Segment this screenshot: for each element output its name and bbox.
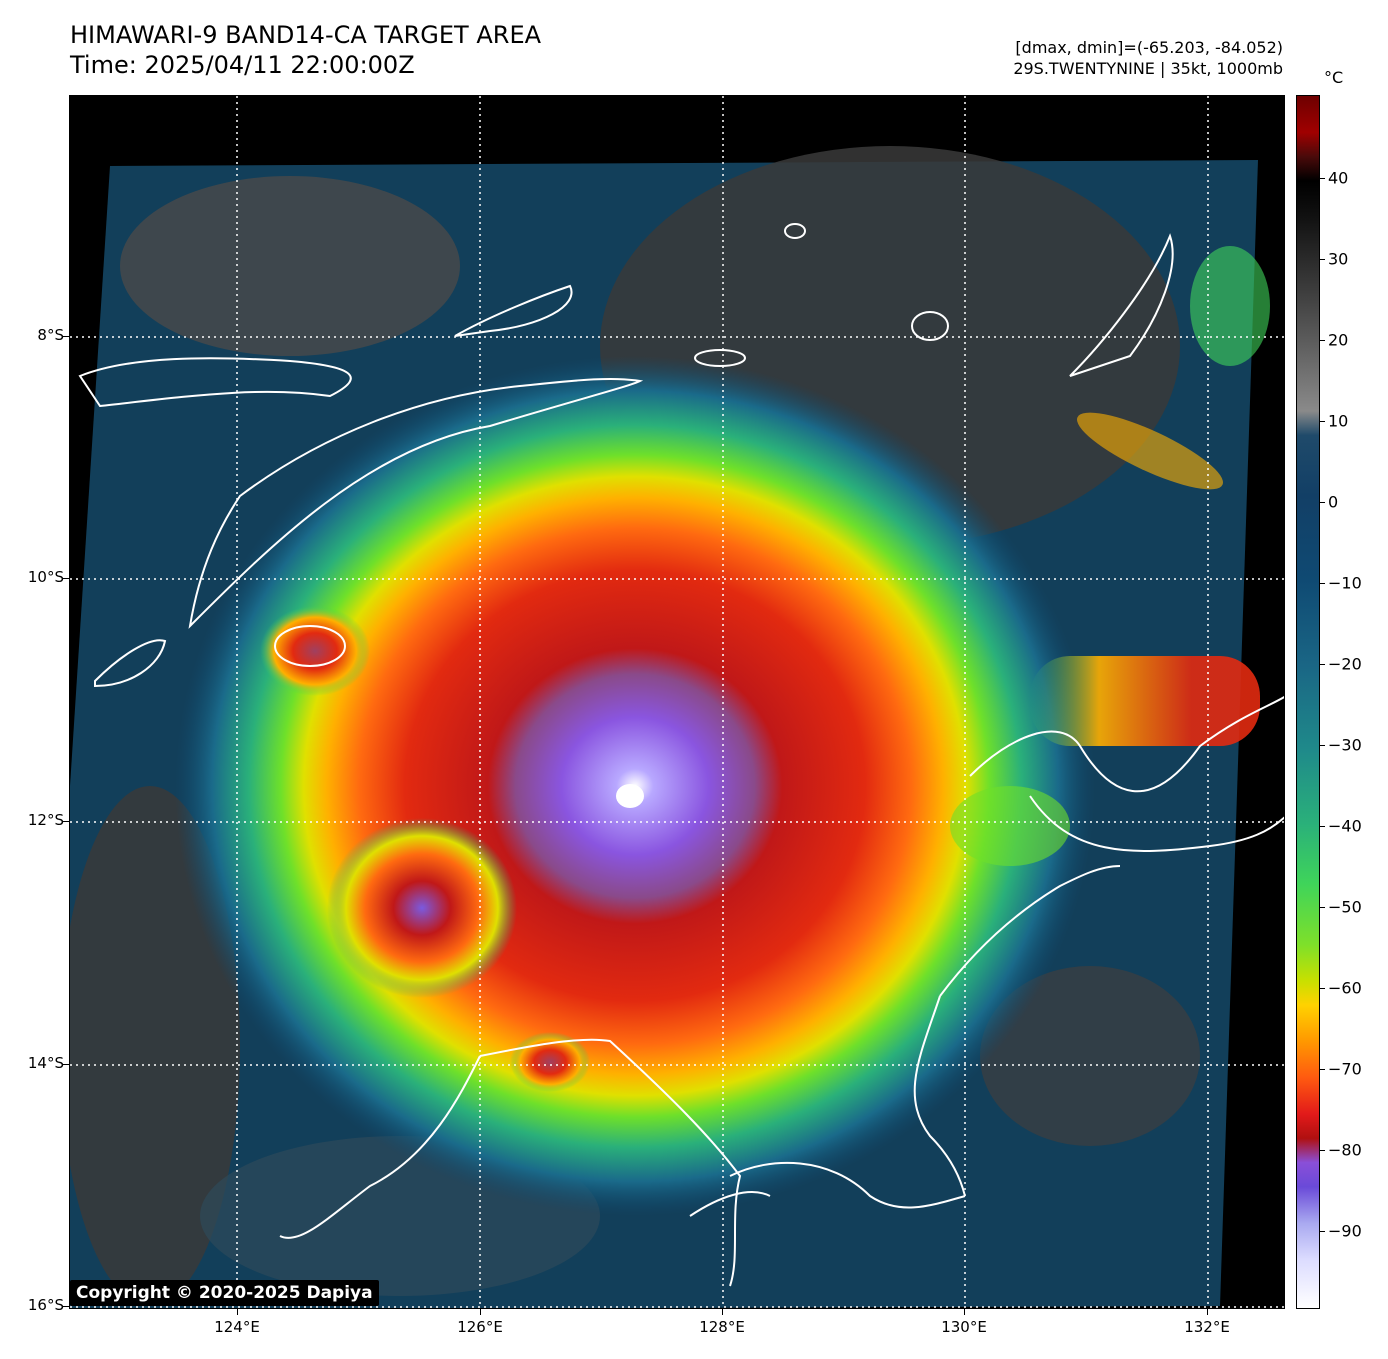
lat-tick (63, 336, 69, 337)
lat-tick (63, 821, 69, 822)
storm-eye (616, 784, 644, 808)
colorbar-tick (1320, 259, 1325, 260)
lat-label: 16°S (27, 1296, 64, 1314)
colorbar-tick (1320, 1069, 1325, 1070)
storm-info: [dmax, dmin]=(-65.203, -84.052) 29S.TWEN… (1013, 37, 1283, 79)
colorbar-tick (1320, 907, 1325, 908)
lat-label: 8°S (37, 326, 64, 344)
colorbar-tick-label: −10 (1328, 573, 1362, 593)
info-line-1: [dmax, dmin]=(-65.203, -84.052) (1015, 38, 1283, 57)
graticule (70, 96, 1284, 1308)
colorbar-tick-label: −30 (1328, 735, 1362, 755)
lon-label: 124°E (214, 1318, 260, 1336)
colorbar-tick (1320, 988, 1325, 989)
colorbar (1296, 95, 1320, 1309)
satellite-map[interactable] (69, 95, 1285, 1309)
chart-title: HIMAWARI-9 BAND14-CA TARGET AREA Time: 2… (70, 20, 541, 80)
colorbar-tick (1320, 340, 1325, 341)
colorbar-tick (1320, 745, 1325, 746)
lat-label: 10°S (27, 568, 64, 586)
colorbar-tick (1320, 664, 1325, 665)
colorbar-tick-label: −80 (1328, 1140, 1362, 1160)
title-line-1: HIMAWARI-9 BAND14-CA TARGET AREA (70, 21, 542, 49)
colorbar-tick-label: 40 (1328, 168, 1349, 188)
coastlines (78, 223, 1284, 1287)
colorbar-tick-label: 30 (1328, 249, 1349, 269)
colorbar-tick-label: 20 (1328, 330, 1349, 350)
colorbar-tick-label: −20 (1328, 654, 1362, 674)
lat-tick (63, 1306, 69, 1307)
copyright-notice: Copyright © 2020-2025 Dapiya (70, 1280, 379, 1306)
lon-tick (964, 1309, 965, 1315)
lon-label: 126°E (457, 1318, 503, 1336)
colorbar-tick (1320, 1150, 1325, 1151)
lat-label: 12°S (27, 811, 64, 829)
colorbar-tick-label: −90 (1328, 1221, 1362, 1241)
lat-tick (63, 578, 69, 579)
colorbar-unit: °C (1324, 68, 1344, 87)
lon-tick (1207, 1309, 1208, 1315)
colorbar-tick-label: −60 (1328, 978, 1362, 998)
lon-label: 128°E (699, 1318, 745, 1336)
colorbar-tick-label: 10 (1328, 411, 1349, 431)
colorbar-tick-label: −70 (1328, 1059, 1362, 1079)
lon-tick (722, 1309, 723, 1315)
colorbar-tick (1320, 502, 1325, 503)
lon-tick (237, 1309, 238, 1315)
colorbar-tick (1320, 826, 1325, 827)
colorbar-tick-label: −40 (1328, 816, 1362, 836)
lat-label: 14°S (27, 1054, 64, 1072)
lat-tick (63, 1064, 69, 1065)
info-line-2: 29S.TWENTYNINE | 35kt, 1000mb (1013, 59, 1283, 78)
colorbar-tick (1320, 421, 1325, 422)
lon-label: 132°E (1184, 1318, 1230, 1336)
title-line-2: Time: 2025/04/11 22:00:00Z (70, 51, 415, 79)
satellite-imagery (70, 96, 1284, 1308)
colorbar-tick-label: 0 (1328, 492, 1339, 512)
colorbar-tick-label: −50 (1328, 897, 1362, 917)
lon-tick (480, 1309, 481, 1315)
colorbar-tick (1320, 583, 1325, 584)
lon-label: 130°E (941, 1318, 987, 1336)
convective-cell (327, 818, 517, 998)
colorbar-tick (1320, 178, 1325, 179)
colorbar-tick (1320, 1231, 1325, 1232)
